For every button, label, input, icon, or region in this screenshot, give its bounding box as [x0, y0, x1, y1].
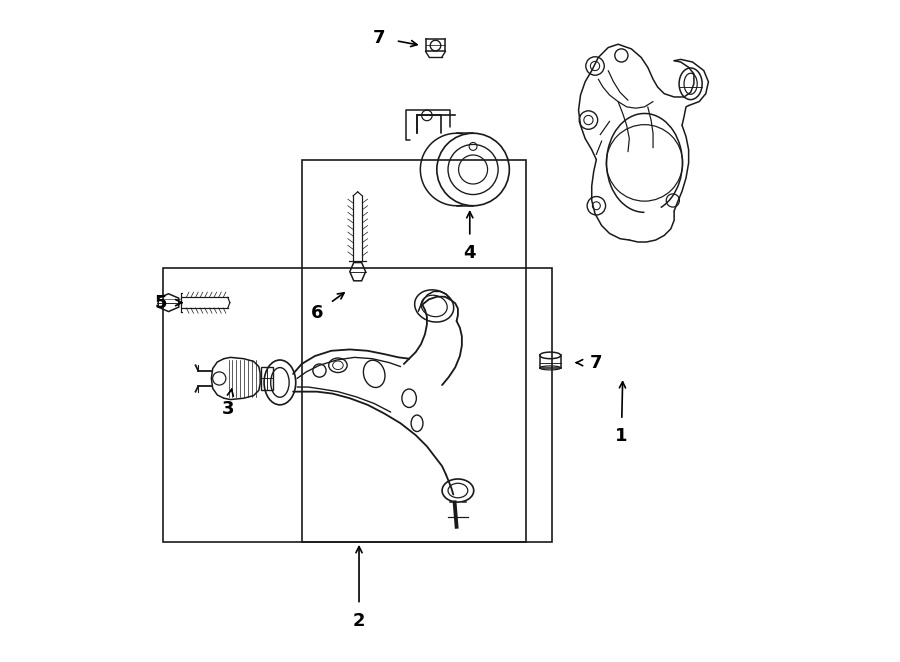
Text: 4: 4 [464, 244, 476, 262]
Bar [163, 268, 553, 542]
Text: 7: 7 [374, 28, 386, 46]
Bar [262, 367, 274, 391]
Text: 1: 1 [615, 428, 627, 446]
Text: 7: 7 [590, 354, 603, 371]
Text: 5: 5 [155, 294, 167, 312]
Text: 3: 3 [221, 400, 234, 418]
Bar [302, 160, 526, 542]
Text: 6: 6 [310, 304, 323, 322]
Text: 2: 2 [353, 612, 365, 630]
